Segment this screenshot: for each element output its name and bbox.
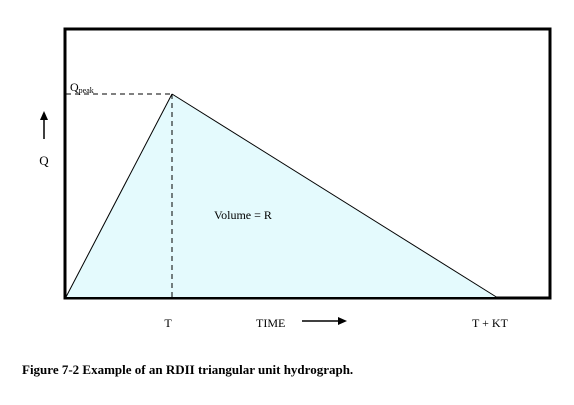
y-axis-arrow-head [40, 111, 48, 120]
q-peak-subscript: peak [79, 86, 94, 95]
time-axis-label: TIME [256, 316, 285, 330]
q-peak-label: Qpeak [70, 80, 94, 95]
figure-caption: Figure 7-2 Example of an RDII triangular… [22, 362, 354, 377]
time-arrow-head [338, 317, 347, 325]
y-axis-label: Q [39, 153, 49, 168]
volume-label: Volume = R [214, 208, 272, 222]
q-peak-main: Q [70, 80, 79, 94]
rising-limb-line [65, 93, 173, 298]
falling-limb-line [171, 93, 497, 298]
hydrograph-triangle [66, 94, 497, 297]
end-time-label: T + KT [472, 316, 509, 330]
peak-time-label: T [164, 316, 172, 330]
